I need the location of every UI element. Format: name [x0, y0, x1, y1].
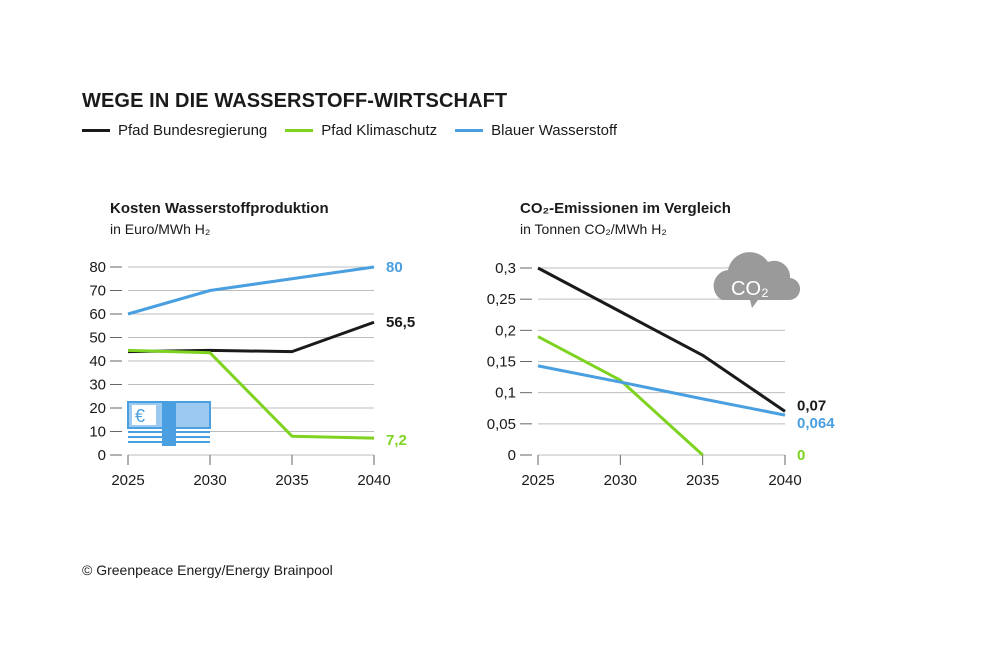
x-tick-label: 2030 [193, 472, 226, 489]
x-tick-label: 2025 [521, 472, 554, 489]
y-tick-label: 0,25 [487, 291, 516, 308]
legend-swatch [285, 129, 314, 132]
series-line-1 [127, 348, 375, 440]
y-tick-label: 70 [89, 283, 106, 300]
source-credit: © Greenpeace Energy/Energy Brainpool [82, 562, 333, 578]
legend-label: Pfad Klimaschutz [321, 122, 438, 139]
series-line-2 [537, 364, 786, 417]
x-tick-label: 2030 [604, 472, 637, 489]
end-label-1: 0 [797, 447, 805, 464]
end-label-2: 80 [386, 259, 403, 276]
y-tick-label: 0,2 [495, 322, 516, 339]
x-tick-label: 2040 [768, 472, 801, 489]
legend-swatch [455, 129, 484, 132]
co2-icon-label: CO₂ [731, 278, 769, 300]
y-tick-label: 0 [98, 447, 106, 464]
y-tick-label: 60 [89, 306, 106, 323]
legend-item-klimaschutz: Pfad Klimaschutz [285, 122, 437, 139]
legend: Pfad Bundesregierung Pfad Klimaschutz Bl… [82, 122, 617, 139]
right-panel-title: CO₂-Emissionen im Vergleich [520, 200, 731, 217]
end-label-1: 7,2 [386, 432, 407, 449]
y-tick-label: 40 [89, 353, 106, 370]
end-label-0: 0,07 [797, 397, 826, 414]
y-tick-label: 0,1 [495, 385, 516, 402]
legend-label: Pfad Bundesregierung [118, 122, 268, 139]
y-tick-label: 30 [89, 377, 106, 394]
end-label-2: 0,064 [797, 415, 835, 432]
legend-item-blauer-wasserstoff: Blauer Wasserstoff [455, 122, 617, 139]
legend-item-bundesregierung: Pfad Bundesregierung [82, 122, 267, 139]
legend-label: Blauer Wasserstoff [491, 122, 618, 139]
x-tick-label: 2040 [357, 472, 390, 489]
svg-text:€: € [135, 406, 145, 426]
co2-cloud-icon: CO₂ [713, 252, 801, 308]
chart-title: WEGE IN DIE WASSERSTOFF-WIRTSCHAFT [82, 90, 508, 112]
left-panel-title: Kosten Wasserstoffproduktion [110, 200, 329, 217]
end-label-0: 56,5 [386, 314, 415, 331]
right-chart-co2: 0 0,05 0,1 0,15 0,2 0,25 0,3 2025 2030 2035 2040 0,… [487, 260, 835, 489]
y-tick-label: 0,15 [487, 354, 516, 371]
y-tick-label: 0 [508, 447, 516, 464]
y-tick-label: 80 [89, 259, 106, 276]
euro-banknotes-icon: € [127, 401, 211, 446]
y-tick-label: 20 [89, 400, 106, 417]
series-line-2 [127, 265, 375, 316]
x-tick-label: 2035 [275, 472, 308, 489]
series-line-0 [537, 266, 786, 413]
series-line-0 [127, 320, 375, 354]
series-line-1 [537, 335, 704, 457]
left-panel-subtitle: in Euro/MWh H₂ [110, 221, 211, 237]
y-tick-label: 50 [89, 330, 106, 347]
right-panel-subtitle: in Tonnen CO₂/MWh H₂ [520, 221, 667, 237]
y-tick-label: 0,3 [495, 260, 516, 277]
y-tick-label: 0,05 [487, 416, 516, 433]
legend-swatch [82, 129, 110, 132]
x-tick-label: 2035 [686, 472, 719, 489]
x-tick-label: 2025 [111, 472, 144, 489]
y-tick-label: 10 [89, 424, 106, 441]
